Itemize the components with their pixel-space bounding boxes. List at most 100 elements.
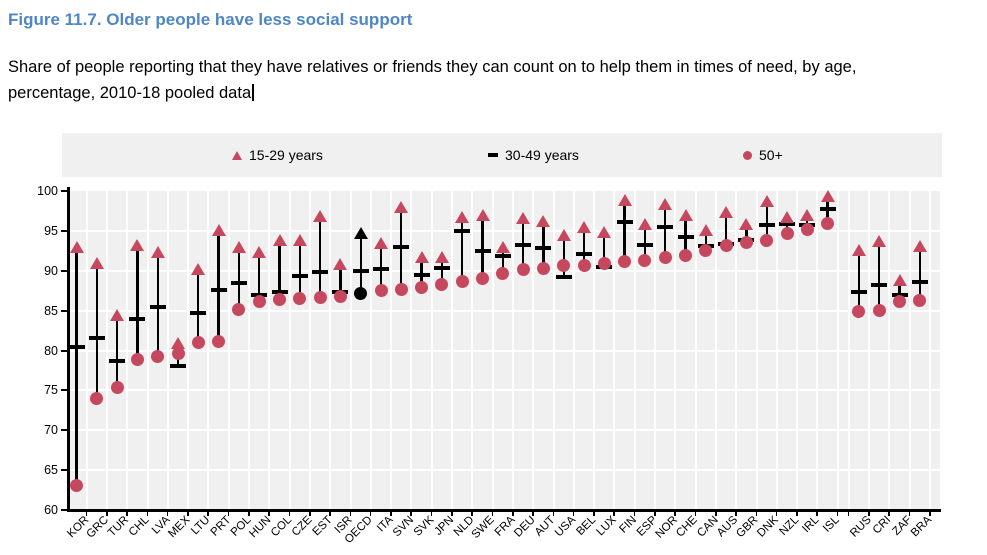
y-tick-label: 95 [44,223,58,238]
marker-circle-50plus [354,286,368,300]
gridline-v [735,191,738,510]
y-axis-tick [61,469,68,472]
marker-circle-50plus [893,295,906,309]
marker-circle-50plus [212,335,226,349]
range-line [461,216,464,282]
marker-circle-50plus [70,478,83,492]
x-axis-tick [187,511,189,516]
gridline-v [227,191,230,510]
marker-dash-30-49 [871,283,888,288]
x-axis-tick [369,511,372,516]
range-line [501,246,504,274]
country-label: ZAF [890,514,914,538]
y-axis-tick [61,229,68,232]
range-line [603,231,606,267]
marker-circle-50plus [232,303,246,317]
marker-triangle-15-29 [516,212,531,225]
gridline-v [451,191,454,510]
x-axis-tick [928,511,931,516]
marker-dash-30-49 [576,252,592,256]
marker-circle-50plus [536,261,550,275]
marker-triangle-15-29 [892,274,907,287]
range-line [542,220,545,269]
x-axis-tick [268,511,270,516]
marker-triangle-15-29 [780,210,794,223]
country-label: ISL [821,514,843,535]
country-label: KOR [64,514,91,541]
gridline-h [69,469,940,472]
legend-item-30-49: 30-49 years [488,147,579,163]
range-line [440,257,444,285]
marker-dash-30-49 [535,246,552,251]
gridline-h [69,309,940,312]
gridline-v [207,191,210,510]
figure-subtitle[interactable]: Share of people reporting that they have… [8,54,856,106]
marker-triangle-15-29 [556,228,571,241]
country-label: JPN [432,514,457,538]
gridline-v [105,191,108,510]
marker-circle-50plus [699,244,713,258]
marker-triangle-15-29 [678,208,693,221]
y-tick-label: 85 [44,303,58,318]
range-line [643,224,647,261]
range-line [318,215,322,298]
marker-triangle-15-29 [577,220,591,233]
country-label: CRI [871,514,894,537]
marker-dash-30-49 [555,275,572,280]
marker-circle-50plus [638,253,652,267]
x-axis-tick [888,511,890,516]
gridline-v [816,191,819,510]
marker-circle-50plus [800,222,814,236]
x-axis-tick [451,511,453,516]
gridline-v [85,191,88,510]
marker-dash-30-49 [515,243,532,248]
country-label: COL [268,514,294,540]
y-axis-tick [61,429,68,432]
gridline-v [430,191,433,510]
marker-triangle-15-29 [637,218,652,231]
marker-dash-30-49 [88,335,105,340]
x-axis-tick [714,511,717,516]
x-axis-tick [633,511,636,516]
country-label: EST [310,514,335,539]
marker-dash-30-49 [657,224,674,229]
marker-circle-50plus [597,257,611,271]
x-axis-tick [430,511,433,516]
range-line [197,269,200,343]
range-line [918,246,921,301]
country-label: FRA [492,514,518,539]
marker-triangle-15-29 [455,210,470,223]
marker-circle-50plus [679,249,692,263]
marker-triangle-15-29 [211,224,226,237]
x-axis-tick [491,511,494,516]
marker-triangle-15-29 [434,251,449,264]
y-axis-tick [61,190,68,192]
marker-triangle-15-29 [374,236,388,249]
marker-circle-50plus [394,282,408,296]
x-axis-tick [868,511,870,516]
range-line [582,226,586,266]
country-label: BEL [574,514,599,538]
marker-dash-30-49 [616,220,633,225]
marker-triangle-15-29 [292,233,307,246]
y-axis-tick [61,269,68,272]
range-line [278,239,281,300]
x-axis-tick [694,511,697,516]
gridline-v [187,191,190,510]
gridline-v [471,191,474,510]
x-axis-tick [207,511,210,516]
marker-dash-30-49 [494,254,511,259]
range-line [258,252,261,302]
y-axis-tick [61,309,68,312]
marker-circle-50plus [110,380,124,394]
range-line [217,230,220,342]
x-axis-tick [511,511,514,516]
gridline-v [248,191,251,510]
range-line [420,257,423,288]
gridline-v [674,191,677,510]
marker-dash-30-49 [393,244,410,249]
marker-circle-50plus [151,350,165,364]
country-label: PRT [208,514,234,539]
gridline-h [69,429,940,432]
